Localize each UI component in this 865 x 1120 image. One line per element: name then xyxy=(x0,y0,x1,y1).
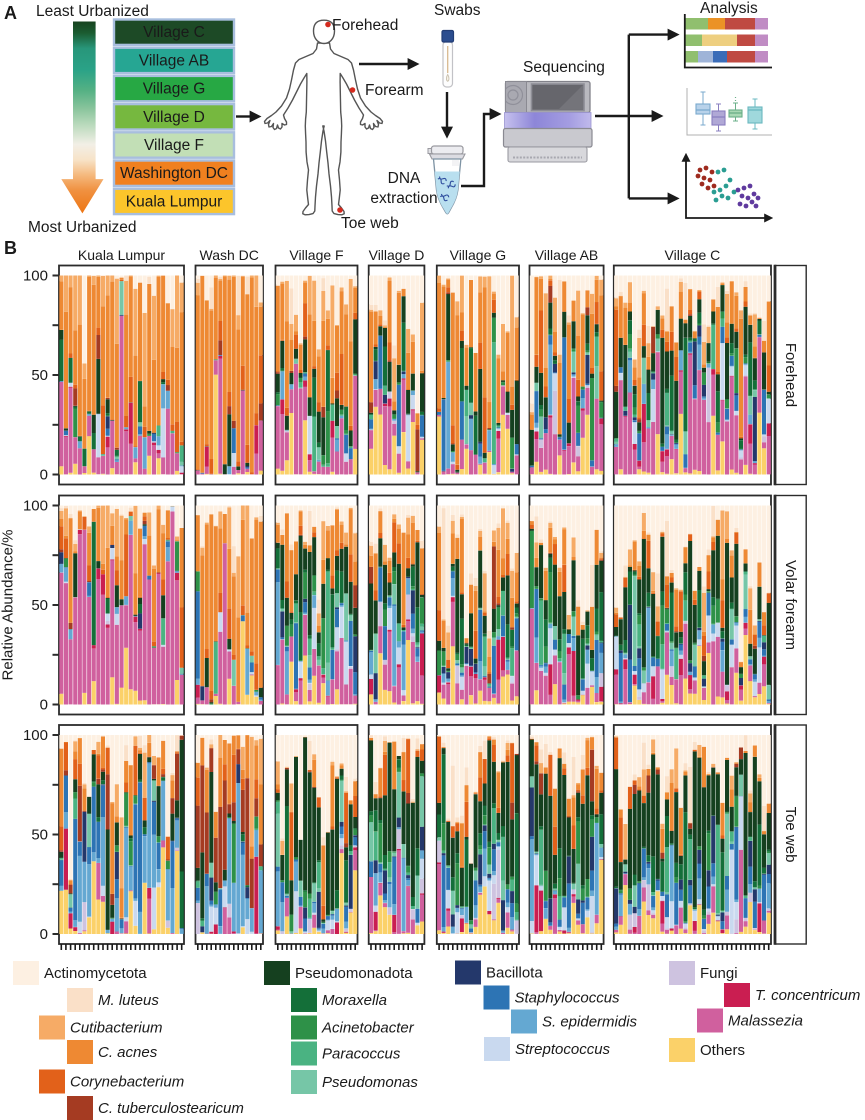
svg-text:Village D: Village D xyxy=(143,109,205,126)
svg-text:Streptococcus: Streptococcus xyxy=(515,1041,611,1058)
svg-text:S. epidermidis: S. epidermidis xyxy=(542,1014,638,1031)
svg-text:extraction: extraction xyxy=(370,190,437,207)
svg-text:Sequencing: Sequencing xyxy=(523,59,605,76)
svg-text:Village C: Village C xyxy=(143,24,205,41)
svg-text:0: 0 xyxy=(40,926,48,943)
svg-text:DNA: DNA xyxy=(388,170,421,187)
svg-text:Forearm: Forearm xyxy=(365,82,424,99)
svg-text:Forehead: Forehead xyxy=(782,343,799,407)
svg-text:Fungi: Fungi xyxy=(700,965,738,982)
svg-text:Village G: Village G xyxy=(143,81,206,98)
svg-text:Acinetobacter: Acinetobacter xyxy=(321,1020,415,1037)
svg-text:Others: Others xyxy=(700,1042,745,1059)
svg-text:50: 50 xyxy=(31,597,48,614)
svg-text:Forehead: Forehead xyxy=(332,17,398,34)
svg-text:100: 100 xyxy=(23,498,48,515)
svg-text:100: 100 xyxy=(23,268,48,285)
svg-text:Village D: Village D xyxy=(369,247,425,263)
svg-text:Village C: Village C xyxy=(665,247,721,263)
svg-text:Toe web: Toe web xyxy=(782,807,799,863)
svg-text:Least Urbanized: Least Urbanized xyxy=(36,3,149,20)
svg-text:M. luteus: M. luteus xyxy=(98,992,159,1009)
svg-text:Kuala Lumpur: Kuala Lumpur xyxy=(78,247,166,263)
svg-text:Village AB: Village AB xyxy=(535,247,599,263)
svg-text:C. tuberculostearicum: C. tuberculostearicum xyxy=(98,1100,244,1117)
svg-text:Actinomycetota: Actinomycetota xyxy=(44,965,147,982)
svg-text:A: A xyxy=(4,3,17,23)
svg-text:Toe web: Toe web xyxy=(341,215,399,232)
svg-text:Kuala Lumpur: Kuala Lumpur xyxy=(126,193,223,210)
svg-text:Paracoccus: Paracoccus xyxy=(322,1046,401,1063)
svg-text:Bacillota: Bacillota xyxy=(486,965,543,982)
svg-text:Pseudomonas: Pseudomonas xyxy=(322,1074,418,1091)
svg-text:T. concentricum: T. concentricum xyxy=(755,987,860,1004)
svg-text:100: 100 xyxy=(23,727,48,744)
svg-text:Village F: Village F xyxy=(289,247,343,263)
svg-text:Most Urbanized: Most Urbanized xyxy=(28,219,137,236)
svg-text:B: B xyxy=(4,238,17,258)
svg-text:Analysis: Analysis xyxy=(700,0,758,17)
svg-text:Volar forearm: Volar forearm xyxy=(782,560,799,650)
svg-text:Moraxella: Moraxella xyxy=(322,992,387,1009)
svg-text:Wash DC: Wash DC xyxy=(200,247,259,263)
svg-text:0: 0 xyxy=(40,467,48,484)
svg-text:Staphylococcus: Staphylococcus xyxy=(515,990,621,1007)
svg-text:Cutibacterium: Cutibacterium xyxy=(70,1020,163,1037)
svg-text:50: 50 xyxy=(31,367,48,384)
svg-text:Village G: Village G xyxy=(450,247,507,263)
svg-text:Washington DC: Washington DC xyxy=(120,165,228,182)
svg-text:Pseudomonadota: Pseudomonadota xyxy=(295,965,413,982)
svg-text:Swabs: Swabs xyxy=(434,2,481,19)
svg-text:Malassezia: Malassezia xyxy=(728,1013,803,1030)
svg-text:Village F: Village F xyxy=(144,137,204,154)
svg-text:50: 50 xyxy=(31,827,48,844)
svg-text:Relative Abundance/%: Relative Abundance/% xyxy=(0,530,17,681)
svg-text:Corynebacterium: Corynebacterium xyxy=(70,1074,184,1091)
svg-text:Village AB: Village AB xyxy=(139,52,209,69)
svg-text:0: 0 xyxy=(40,697,48,714)
svg-text:C. acnes: C. acnes xyxy=(98,1044,158,1061)
